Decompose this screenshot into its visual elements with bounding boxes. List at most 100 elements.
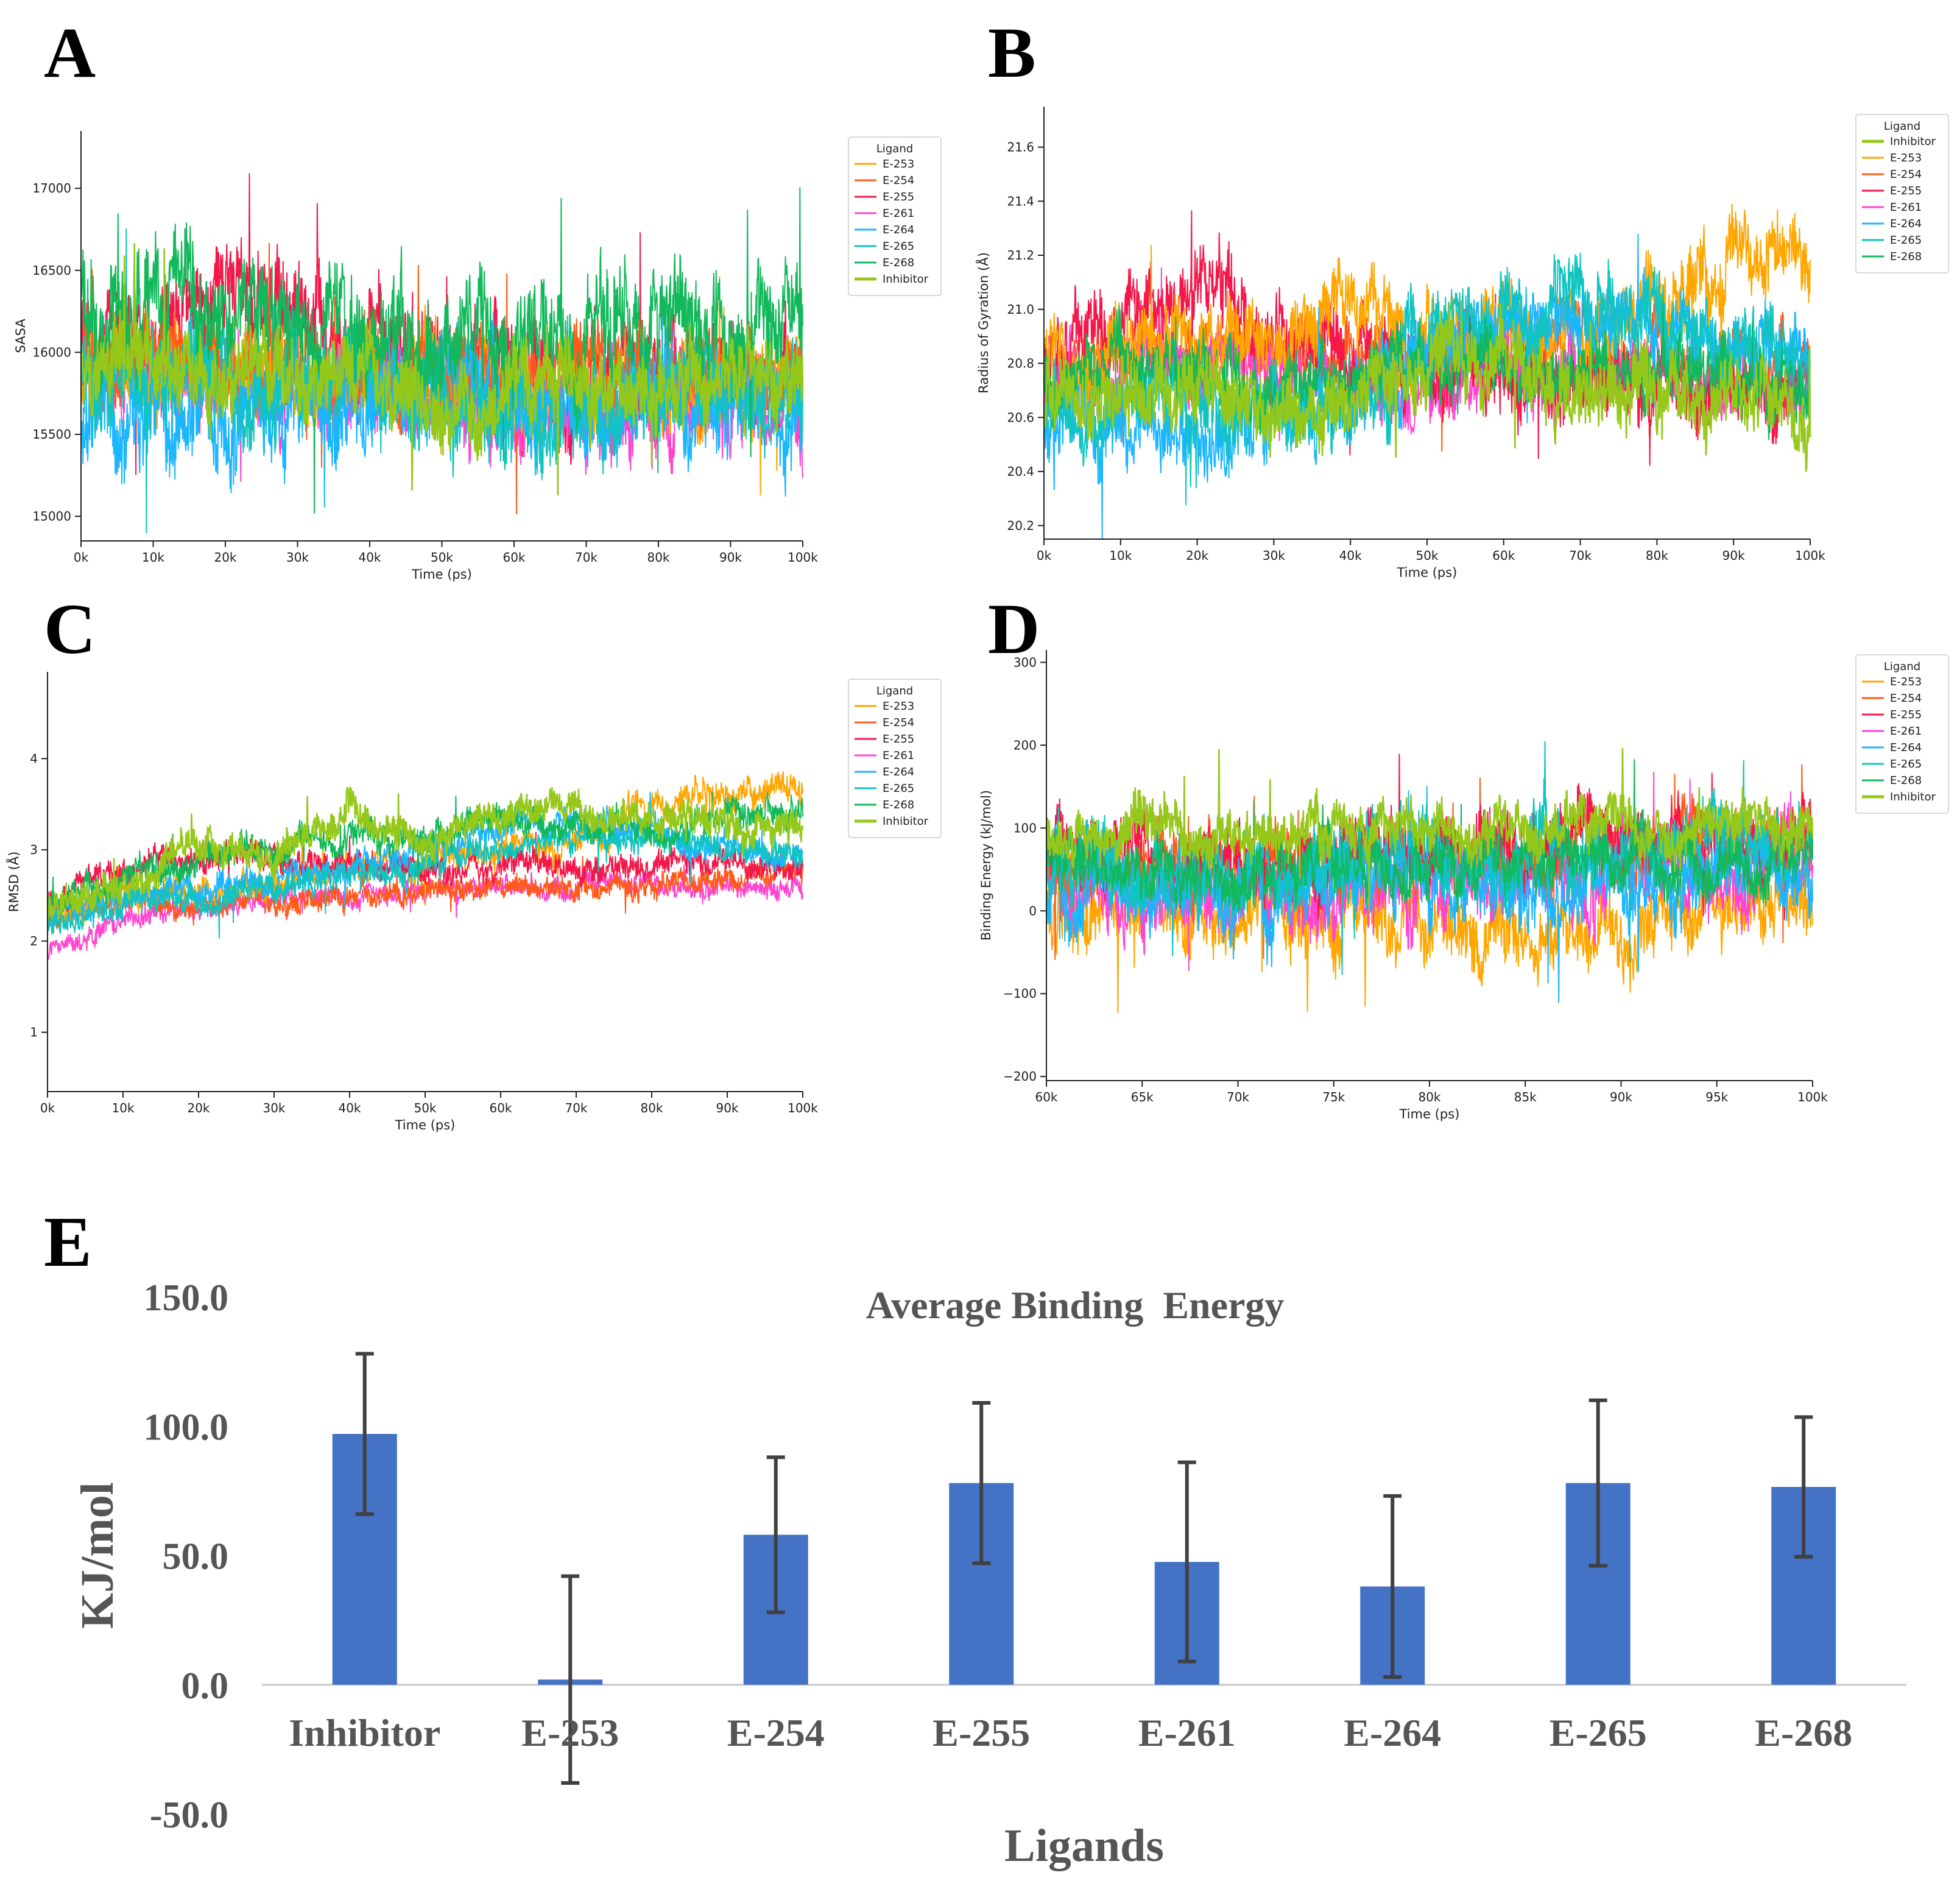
x-tick-label: 0k bbox=[74, 550, 89, 565]
x-tick-label: 40k bbox=[358, 550, 381, 565]
x-tick-label: 60k bbox=[502, 550, 525, 565]
x-tick-label: 70k bbox=[575, 550, 598, 565]
x-tick-label: 80k bbox=[1418, 1090, 1440, 1104]
x-tick-label: 0k bbox=[1037, 548, 1052, 563]
legend-title: Ligand bbox=[1884, 120, 1920, 133]
legend: Ligand E-253 E-254 E-255 E-261 E-264 E-265 E-26… bbox=[848, 136, 942, 296]
legend-entry-e-254: E-254 bbox=[883, 716, 914, 729]
x-tick-label: 70k bbox=[1227, 1090, 1249, 1104]
x-tick-label: 30k bbox=[263, 1101, 285, 1115]
series-line-inhibitor bbox=[1045, 747, 1814, 913]
y-tick-label: 16500 bbox=[32, 263, 71, 278]
chart-b: 0k 10k 20k 30k 40k 50k 60k 70k 80k 90k 100k 20.2 20.… bbox=[975, 107, 1949, 580]
legend-entry-e-264: E-264 bbox=[1890, 217, 1922, 230]
legend-entry-e-265: E-265 bbox=[883, 782, 914, 795]
x-tick-label: 80k bbox=[647, 550, 669, 565]
legend-entry-e-255: E-255 bbox=[1890, 185, 1922, 197]
y-tick-label: 21.0 bbox=[1007, 302, 1034, 317]
chart-c: 0k 10k 20k 30k 40k 50k 60k 70k 80k 90k 100k 1 2 3 4 Tim… bbox=[5, 672, 942, 1132]
legend-entry-e-268: E-268 bbox=[1890, 250, 1922, 263]
legend: Ligand E-253 E-254 E-255 E-261 E-264 E-265 E-26… bbox=[1855, 654, 1949, 814]
legend-entry-e-265: E-265 bbox=[1890, 234, 1922, 247]
panel-label-e: E bbox=[44, 1202, 92, 1282]
legend-entry-e-261: E-261 bbox=[883, 749, 914, 762]
x-tick-label: 80k bbox=[640, 1101, 663, 1115]
y-tick-label: 21.6 bbox=[1007, 140, 1034, 155]
y-tick-label: 20.4 bbox=[1007, 464, 1034, 479]
legend-entry-e-261: E-261 bbox=[1890, 201, 1922, 214]
x-tick-label: 50k bbox=[1415, 548, 1438, 563]
x-tick-label: 90k bbox=[719, 550, 742, 565]
y-tick-label: 100 bbox=[1013, 821, 1037, 835]
y-tick-label: 0 bbox=[1029, 903, 1037, 918]
legend-entry-e-265: E-265 bbox=[1890, 758, 1922, 771]
y-axis-label: RMSD (Å) bbox=[5, 852, 21, 913]
legend-entry-e-268: E-268 bbox=[883, 256, 914, 269]
y-tick-label: 15500 bbox=[32, 427, 71, 442]
y-tick-label: -50.0 bbox=[150, 1795, 228, 1836]
x-tick-label: 80k bbox=[1646, 548, 1668, 563]
y-axis-label: Binding Energy (kJ/mol) bbox=[979, 790, 993, 941]
x-axis-label: Time (ps) bbox=[411, 567, 472, 582]
category-label-e-254: E-254 bbox=[727, 1711, 825, 1754]
legend-entry-e-254: E-254 bbox=[1890, 692, 1922, 705]
chart-e: Average Binding Energy 150.0 100.0 50.0 0.0 -… bbox=[72, 1277, 1906, 1871]
y-tick-label: 300 bbox=[1013, 655, 1037, 669]
category-label-e-265: E-265 bbox=[1549, 1711, 1647, 1754]
x-tick-label: 20k bbox=[1186, 548, 1208, 563]
y-tick-label: 1 bbox=[30, 1025, 38, 1040]
legend-entry-inhibitor: Inhibitor bbox=[883, 815, 929, 828]
x-axis-label: Time (ps) bbox=[1399, 1107, 1460, 1121]
legend-title: Ligand bbox=[876, 143, 913, 155]
category-label-inhibitor: Inhibitor bbox=[289, 1711, 440, 1754]
panel-label-d: D bbox=[988, 589, 1040, 669]
legend-title: Ligand bbox=[876, 685, 913, 697]
x-tick-label: 70k bbox=[1569, 548, 1592, 563]
series-line-inhibitor bbox=[46, 786, 804, 921]
x-tick-label: 30k bbox=[1263, 548, 1285, 563]
legend-entry-e-265: E-265 bbox=[883, 240, 914, 253]
y-tick-label: 20.8 bbox=[1007, 356, 1034, 371]
x-tick-label: 50k bbox=[431, 550, 453, 565]
legend: Ligand E-253 E-254 E-255 E-261 E-264 E-265 E-26… bbox=[848, 679, 942, 838]
x-axis-label: Time (ps) bbox=[1397, 565, 1458, 580]
panel-label-c: C bbox=[44, 589, 96, 669]
y-tick-label: 21.4 bbox=[1007, 194, 1034, 208]
legend-entry-e-255: E-255 bbox=[883, 191, 914, 203]
chart-a: 0k 10k 20k 30k 40k 50k 60k 70k 80k 90k 100k 15000 15… bbox=[13, 131, 942, 582]
series-line-inhibitor bbox=[1043, 302, 1811, 473]
legend-box bbox=[848, 136, 942, 296]
legend-entry-e-255: E-255 bbox=[1890, 708, 1922, 721]
series-line-e-253 bbox=[1046, 817, 1813, 1014]
legend-title: Ligand bbox=[1884, 660, 1920, 673]
legend-box bbox=[1855, 114, 1949, 274]
x-tick-label: 50k bbox=[414, 1101, 436, 1115]
x-tick-label: 60k bbox=[1492, 548, 1515, 563]
y-tick-label: 17000 bbox=[32, 181, 71, 196]
category-label-e-261: E-261 bbox=[1138, 1711, 1236, 1754]
y-tick-label: 15000 bbox=[32, 509, 71, 524]
x-tick-label: 90k bbox=[716, 1101, 738, 1115]
category-label-e-268: E-268 bbox=[1755, 1711, 1852, 1754]
series-line-inhibitor bbox=[80, 242, 804, 496]
y-tick-label: 2 bbox=[30, 934, 38, 948]
legend: Ligand Inhibitor E-253 E-254 E-255 E-261 E-264… bbox=[1855, 114, 1949, 274]
x-tick-label: 30k bbox=[286, 550, 309, 565]
x-axis-label: Ligands bbox=[1004, 1820, 1164, 1871]
panel-label-a: A bbox=[44, 13, 96, 93]
legend-entry-e-253: E-253 bbox=[883, 158, 914, 171]
y-tick-label: 150.0 bbox=[144, 1277, 229, 1319]
legend-entry-e-264: E-264 bbox=[1890, 741, 1922, 754]
y-axis-label: Radius of Gyration (Å) bbox=[975, 252, 991, 394]
legend-entry-e-255: E-255 bbox=[883, 733, 914, 746]
series-line-e-265 bbox=[47, 807, 803, 939]
x-tick-label: 100k bbox=[1797, 1090, 1828, 1104]
x-tick-label: 10k bbox=[111, 1101, 134, 1115]
y-tick-label: −200 bbox=[1003, 1069, 1037, 1084]
legend-entry-e-253: E-253 bbox=[1890, 152, 1922, 164]
x-tick-label: 95k bbox=[1705, 1090, 1728, 1104]
y-tick-label: 16000 bbox=[32, 345, 71, 359]
x-tick-label: 10k bbox=[1109, 548, 1132, 563]
x-tick-label: 20k bbox=[214, 550, 236, 565]
legend-box bbox=[848, 679, 942, 838]
